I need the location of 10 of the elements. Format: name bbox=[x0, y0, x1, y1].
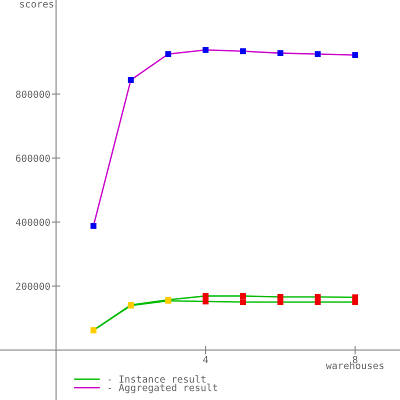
y-tick-label: 200000 bbox=[16, 282, 50, 290]
y-tick-label: 400000 bbox=[16, 218, 50, 226]
legend-label: - Instance result bbox=[108, 375, 206, 383]
x-tick-label: 4 bbox=[203, 356, 208, 364]
legend-label: - Aggregated result bbox=[108, 384, 218, 394]
y-axis-title: scores bbox=[20, 2, 54, 8]
y-tick-label: 600000 bbox=[16, 154, 50, 162]
x-axis-title: warehouses bbox=[326, 362, 384, 370]
y-tick-label: 800000 bbox=[16, 90, 50, 98]
x-tick-label: 8 bbox=[352, 356, 358, 364]
